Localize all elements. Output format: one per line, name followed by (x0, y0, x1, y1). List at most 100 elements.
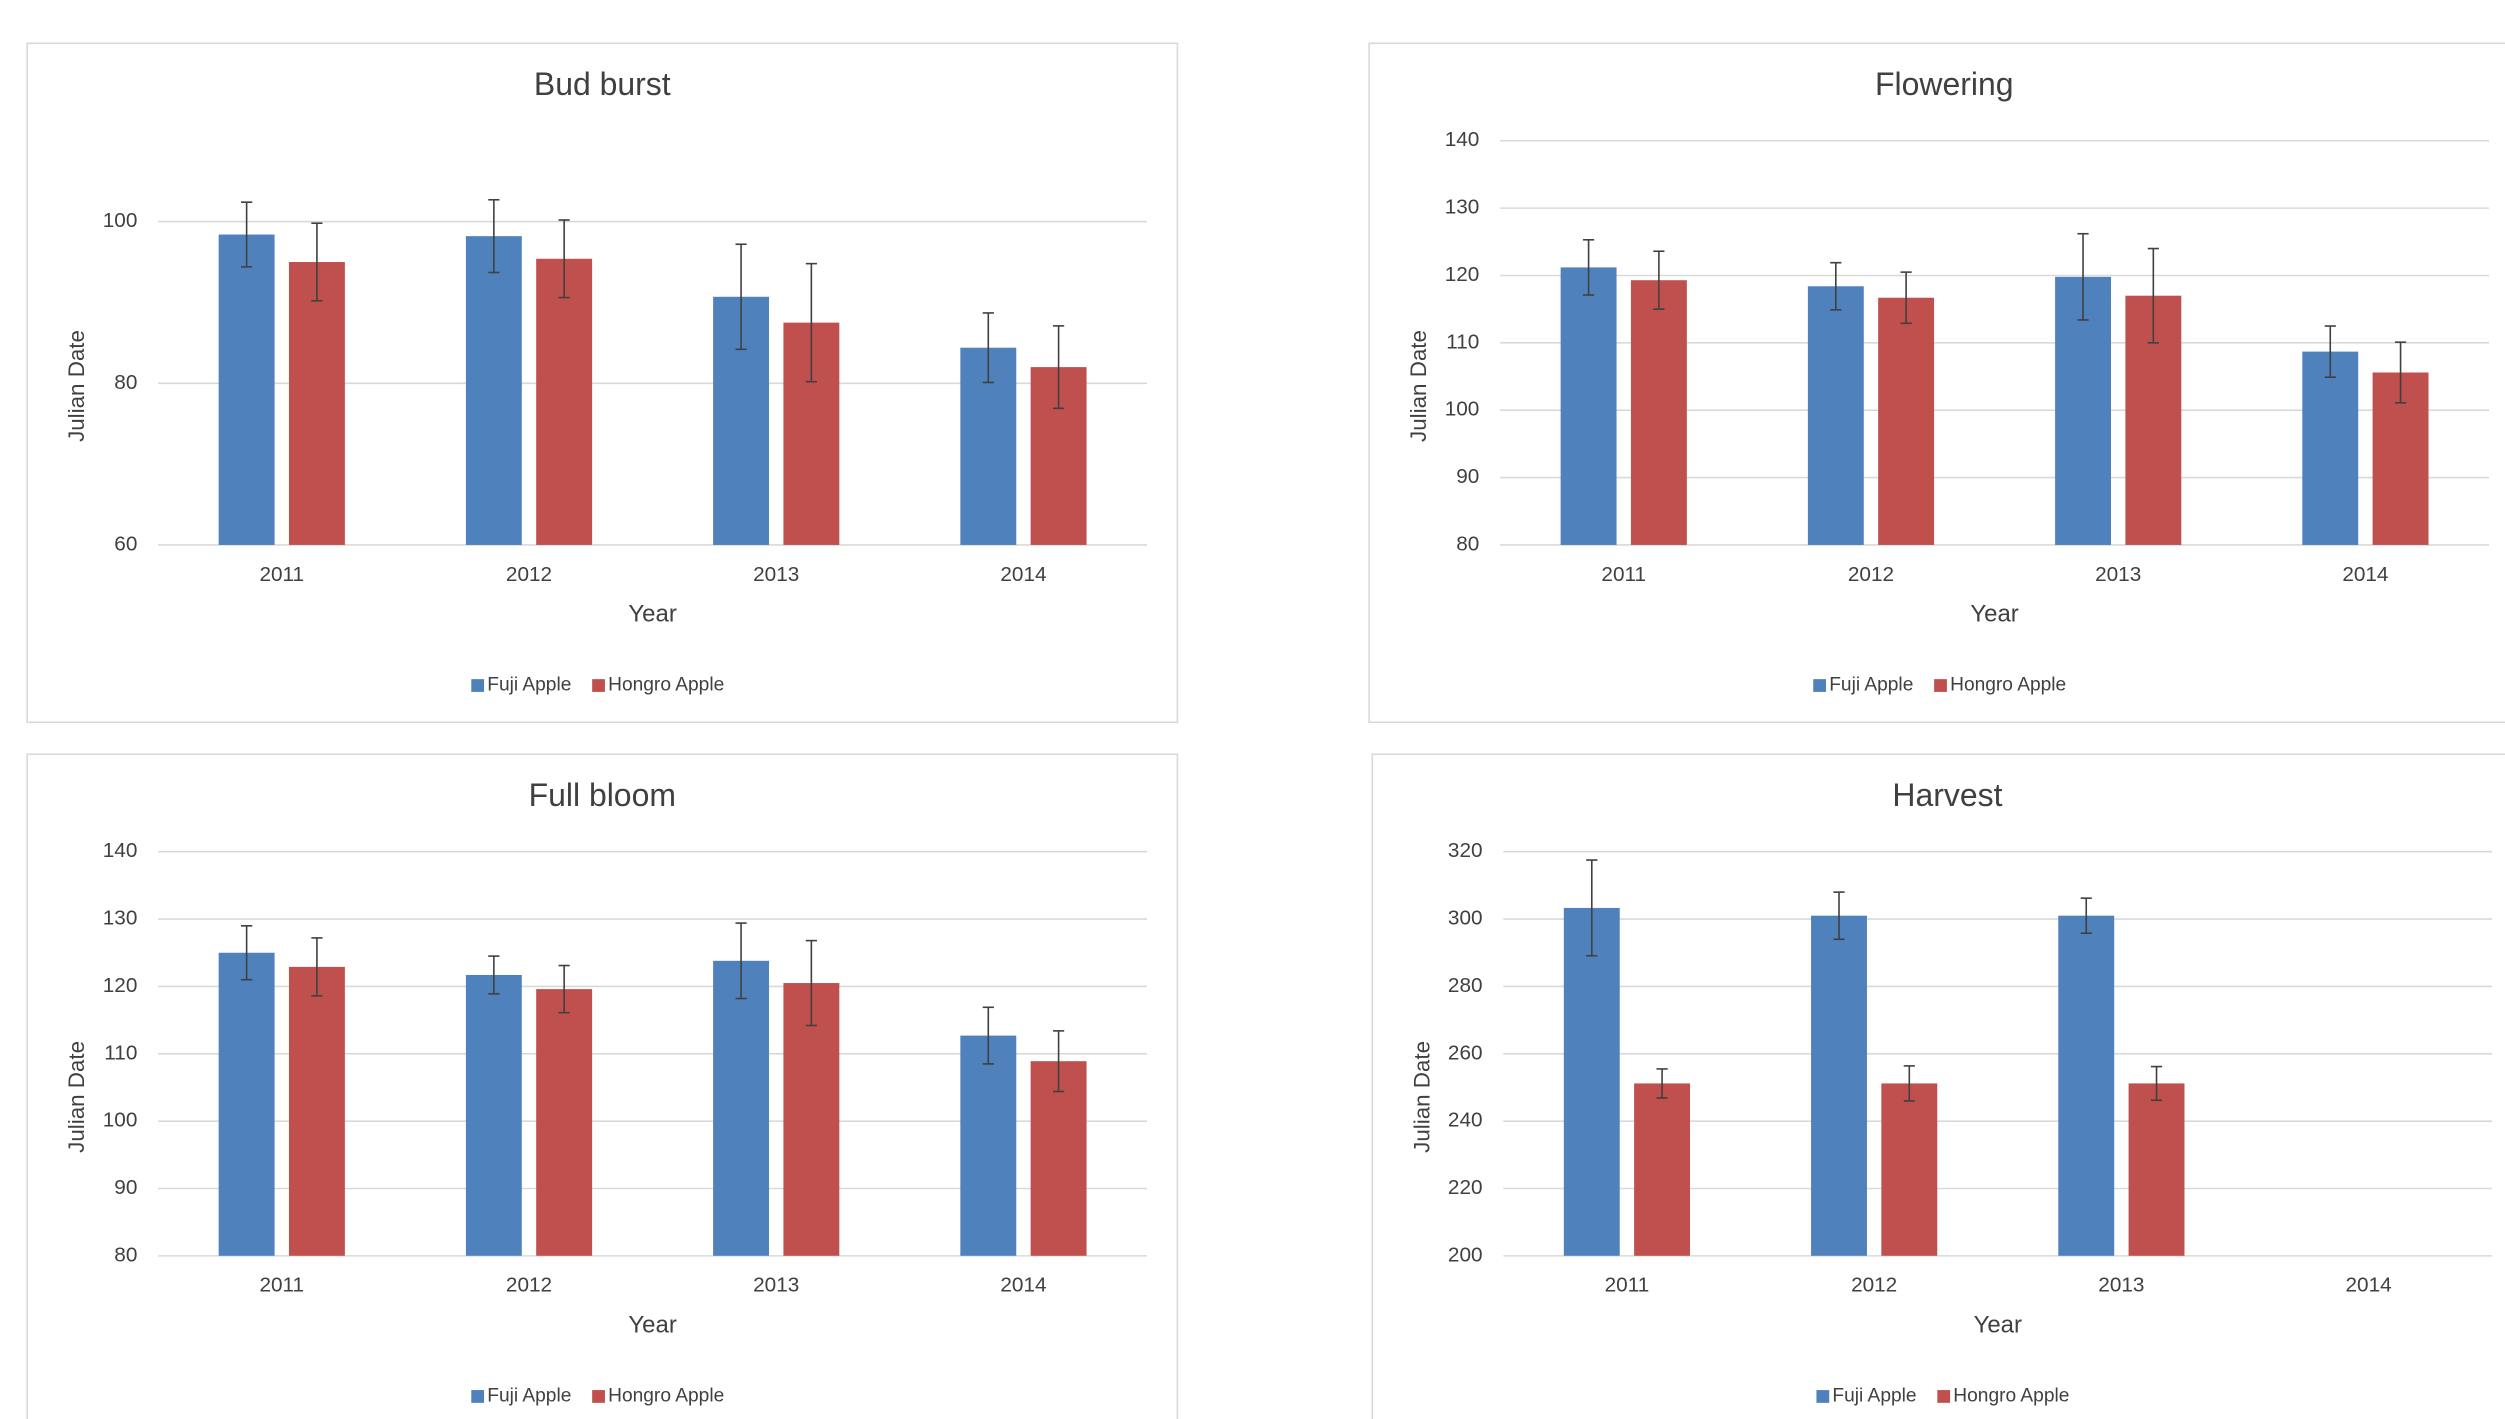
legend-item: Fuji Apple (1813, 675, 1913, 696)
legend-item: Fuji Apple (1816, 1386, 1917, 1407)
bar (1030, 1061, 1087, 1256)
y-tick-label: 130 (103, 907, 138, 930)
legend-label: Hongro Apple (1950, 675, 2066, 696)
bar (536, 258, 593, 545)
plot-area (218, 198, 1087, 545)
legend-label: Fuji Apple (1832, 1386, 1916, 1407)
legend-label: Hongro Apple (608, 1386, 724, 1407)
error-bar (2324, 325, 2336, 379)
legend-swatch (1934, 679, 1947, 692)
error-bar (558, 219, 570, 299)
y-tick-label: 90 (1456, 465, 1479, 488)
y-tick-label: 100 (103, 209, 138, 232)
legend-label: Fuji Apple (487, 1386, 571, 1407)
plot-area (1563, 859, 2185, 1256)
y-tick-label: 80 (114, 371, 137, 394)
error-bar (2080, 897, 2092, 934)
y-tick-label: 60 (114, 532, 137, 555)
y-tick-label: 300 (1448, 907, 1483, 930)
error-bar (558, 964, 570, 1014)
legend-swatch (1813, 679, 1827, 692)
y-axis-title: Julian Date (1406, 330, 1431, 442)
y-tick-label: 320 (1448, 839, 1483, 862)
error-bar (2394, 341, 2407, 404)
x-tick-label: 2012 (506, 563, 552, 586)
y-tick-label: 90 (114, 1176, 137, 1199)
error-bar (488, 198, 500, 274)
legend-label: Fuji Apple (487, 675, 571, 696)
bar (1560, 267, 1617, 545)
legend-swatch (1816, 1390, 1830, 1403)
chart-panel: Bud burst 60 80 100 2011 2012 2013 2014 Year Juli… (26, 42, 1179, 724)
error-bar (311, 222, 323, 302)
legend-item: Hongro Apple (592, 675, 724, 696)
chart-title: Bud burst (534, 66, 671, 102)
legend-label: Hongro Apple (608, 675, 724, 696)
error-bar (1053, 1030, 1065, 1093)
x-tick-label: 2013 (2098, 1274, 2144, 1297)
bar (2058, 915, 2115, 1256)
x-tick-label: 2011 (259, 563, 304, 586)
legend-item: Hongro Apple (1937, 1386, 2069, 1407)
bar (536, 989, 593, 1256)
chart-title: Full bloom (529, 777, 676, 813)
y-tick-label: 100 (1445, 398, 1480, 421)
chart-title: Flowering (1875, 66, 2013, 102)
y-tick-label: 260 (1448, 1041, 1483, 1064)
x-axis-title: Year (628, 1311, 676, 1338)
bar (1881, 1083, 1938, 1256)
bar (1630, 280, 1687, 545)
error-bar (1900, 271, 1912, 325)
chart-panel: Harvest 200 220 240 260 280 300 320 2011 2012 2013… (1371, 753, 2505, 1419)
bar (2055, 276, 2111, 545)
error-bar (2150, 1065, 2163, 1102)
bar (465, 974, 522, 1256)
y-tick-label: 110 (1446, 330, 1479, 353)
x-tick-label: 2014 (2342, 563, 2388, 586)
plot-area (218, 922, 1087, 1256)
y-tick-label: 120 (1445, 263, 1480, 286)
error-bar (1833, 891, 1845, 941)
x-tick-label: 2012 (1848, 563, 1894, 586)
y-tick-label: 130 (1445, 196, 1480, 219)
x-tick-label: 2013 (753, 1274, 799, 1297)
bar (288, 966, 345, 1256)
bar (218, 952, 275, 1256)
x-tick-label: 2013 (2095, 563, 2141, 586)
error-bar (241, 201, 253, 268)
y-tick-label: 80 (1456, 532, 1479, 555)
error-bar (2077, 232, 2089, 321)
x-axis-title: Year (628, 601, 676, 628)
y-tick-label: 280 (1448, 974, 1483, 997)
error-bar (735, 922, 747, 1000)
bar (2302, 351, 2359, 545)
legend-label: Fuji Apple (1829, 675, 1913, 696)
plot-area (1560, 232, 2429, 545)
bar (1811, 915, 1867, 1256)
legend-item: Hongro Apple (592, 1386, 724, 1407)
bar (1563, 907, 1620, 1256)
error-bar (488, 955, 500, 995)
x-tick-label: 2011 (1605, 1274, 1650, 1297)
bar (218, 234, 275, 545)
error-bar (982, 312, 994, 384)
y-tick-label: 240 (1448, 1109, 1483, 1132)
y-tick-label: 120 (103, 974, 138, 997)
panel-frame (1371, 753, 2505, 1419)
y-tick-label: 140 (103, 839, 138, 862)
legend-item: Fuji Apple (471, 1386, 571, 1407)
bar (960, 1035, 1017, 1256)
x-tick-label: 2012 (1851, 1274, 1897, 1297)
legend-item: Hongro Apple (1934, 675, 2066, 696)
error-bar (1830, 261, 1842, 311)
y-tick-label: 80 (114, 1243, 137, 1266)
chart-title: Harvest (1892, 777, 2002, 813)
x-tick-label: 2011 (259, 1274, 304, 1297)
error-bar (1653, 250, 1665, 310)
error-bar (1656, 1068, 1668, 1099)
error-bar (735, 243, 747, 351)
y-tick-label: 140 (1445, 128, 1480, 151)
y-tick-label: 110 (104, 1041, 137, 1064)
